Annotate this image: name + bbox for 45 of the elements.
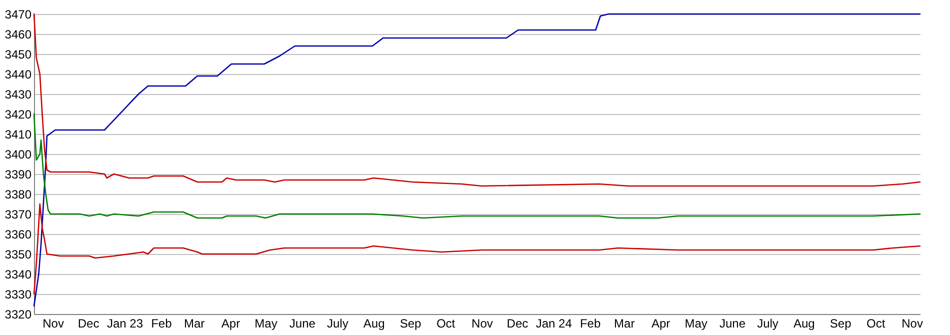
y-tick-label: 3400 xyxy=(4,148,32,162)
x-tick-label: Feb xyxy=(580,316,601,330)
x-tick-label: Nov xyxy=(472,316,493,330)
x-tick-label: July xyxy=(326,316,348,330)
y-tick-label: 3370 xyxy=(4,208,32,222)
line-series xyxy=(33,13,921,187)
x-tick-label: Jan 24 xyxy=(536,316,572,330)
y-tick-label: 3450 xyxy=(4,48,32,62)
line-series xyxy=(33,113,921,219)
x-tick-label: Sep xyxy=(400,316,422,330)
x-tick-label: Apr xyxy=(221,316,240,330)
line-series xyxy=(33,203,921,295)
y-tick-label: 3350 xyxy=(4,248,32,262)
y-tick-label: 3460 xyxy=(4,28,32,42)
x-tick-label: May xyxy=(684,316,708,330)
x-tick-label: Aug xyxy=(363,316,385,330)
x-tick-label: Nov xyxy=(902,316,923,330)
line-series xyxy=(33,13,921,307)
y-tick-label: 3390 xyxy=(4,168,32,182)
x-tick-label: Jan 23 xyxy=(106,316,144,330)
y-tick-label: 3420 xyxy=(4,108,32,122)
x-tick-label: Apr xyxy=(651,316,670,330)
y-tick-label: 3320 xyxy=(4,308,32,322)
x-tick-label: Sep xyxy=(830,316,852,330)
x-tick-label: Dec xyxy=(78,316,100,330)
x-tick-label: Feb xyxy=(151,316,172,330)
x-tick-label: Oct xyxy=(866,316,886,330)
x-tick-label: June xyxy=(289,316,316,330)
x-tick-label: Mar xyxy=(614,316,635,330)
y-tick-label: 3340 xyxy=(4,268,32,282)
x-tick-label: Aug xyxy=(793,316,815,330)
x-tick-label: May xyxy=(254,316,278,330)
x-tick-label: Nov xyxy=(42,316,64,330)
x-tick-label: July xyxy=(757,316,778,330)
y-tick-label: 3440 xyxy=(4,68,32,82)
y-tick-label: 3330 xyxy=(4,288,32,302)
x-tick-label: Mar xyxy=(184,316,205,330)
y-tick-label: 3360 xyxy=(4,228,32,242)
y-tick-label: 3380 xyxy=(4,188,32,202)
x-tick-label: June xyxy=(719,316,746,330)
x-tick-label: Dec xyxy=(506,316,528,330)
y-tick-label: 3470 xyxy=(4,8,32,22)
y-tick-label: 3430 xyxy=(4,88,32,102)
x-tick-label: Oct xyxy=(436,316,456,330)
y-tick-label: 3410 xyxy=(4,128,32,142)
